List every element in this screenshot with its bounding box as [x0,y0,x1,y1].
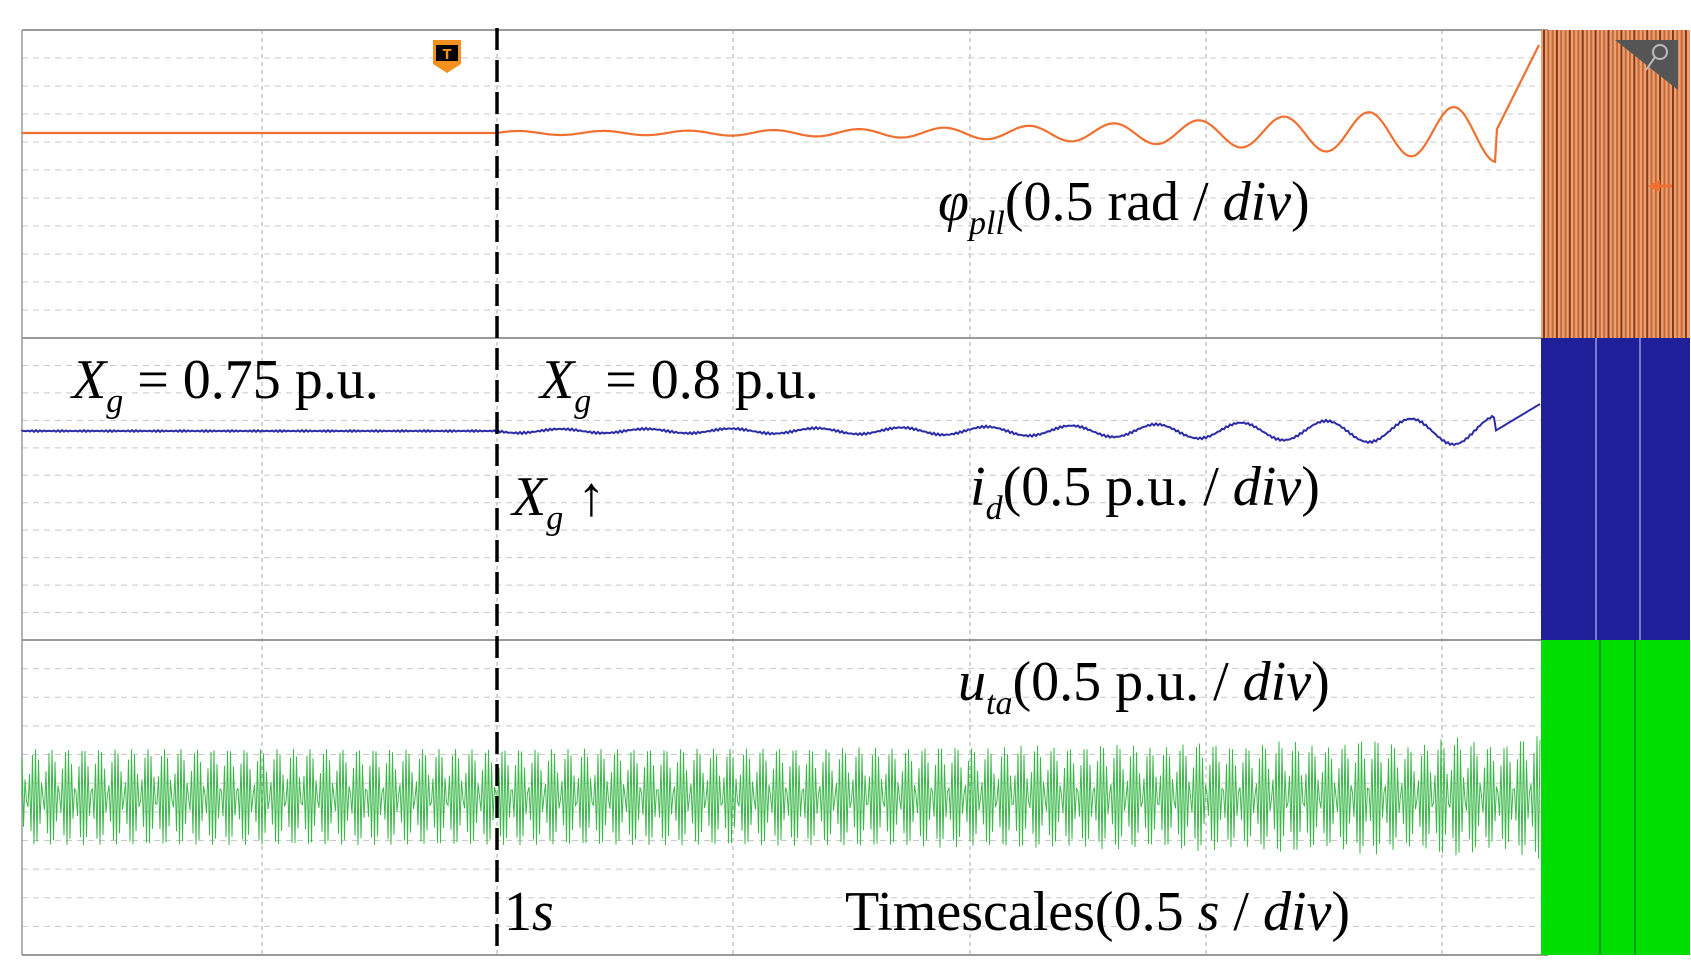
magnifier-icon[interactable] [1615,40,1678,90]
panel-frame [21,29,1548,956]
uta-label: uta(0.5 p.u. / div) [958,651,1330,722]
saturation-region [1541,30,1690,955]
event-time-label: 1s [504,881,554,943]
saturation-uta [1541,640,1690,955]
id-label: id(0.5 p.u. / div) [970,456,1320,527]
timescale-label: Timescales(0.5 s / div) [845,881,1350,943]
grid [22,30,1548,955]
trace-uta [21,736,1541,859]
trace-id [21,403,1541,447]
saturation-id [1541,338,1690,640]
xg-before-label: Xg = 0.75 p.u. [70,349,379,420]
xg-after-label: Xg = 0.8 p.u. [538,349,819,420]
svg-text:T: T [443,48,452,63]
channel-marker-icon [1648,180,1672,192]
trace-phi-pll [22,44,1540,164]
xg-step-label: Xg ↑ [510,466,605,537]
phi-pll-label: φpll(0.5 rad / div) [938,171,1310,242]
trigger-marker-icon[interactable]: T [433,40,461,73]
